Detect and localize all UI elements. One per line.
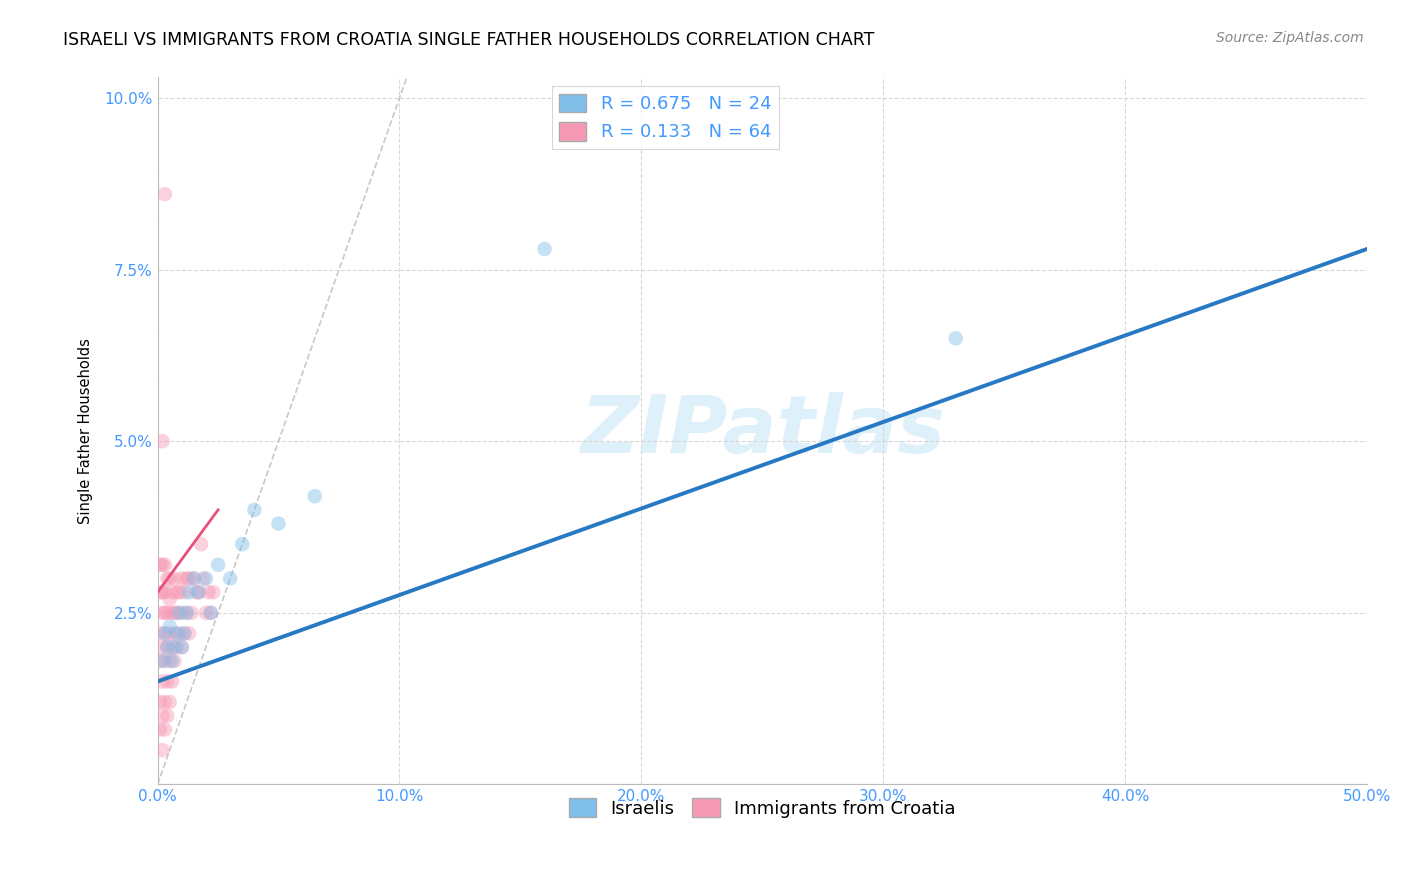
Point xyxy=(159,572,181,586)
Point xyxy=(190,537,212,551)
Point xyxy=(153,585,176,599)
Point xyxy=(159,695,181,709)
Point xyxy=(149,723,172,737)
Point xyxy=(156,674,179,689)
Point xyxy=(152,708,174,723)
Point xyxy=(160,674,183,689)
Point xyxy=(173,626,195,640)
Point xyxy=(183,572,205,586)
Point xyxy=(183,572,205,586)
Point xyxy=(149,585,172,599)
Point xyxy=(200,606,222,620)
Point xyxy=(153,723,176,737)
Point xyxy=(195,606,218,620)
Point xyxy=(177,626,200,640)
Point xyxy=(149,626,172,640)
Point xyxy=(170,572,193,586)
Point xyxy=(163,654,186,668)
Point xyxy=(304,489,326,503)
Y-axis label: Single Father Households: Single Father Households xyxy=(79,338,93,524)
Point xyxy=(153,606,176,620)
Point xyxy=(176,606,198,620)
Point xyxy=(160,654,183,668)
Point xyxy=(159,654,181,668)
Point xyxy=(231,537,253,551)
Point xyxy=(169,626,191,640)
Point xyxy=(163,606,186,620)
Point xyxy=(176,606,198,620)
Point xyxy=(153,654,176,668)
Point xyxy=(170,606,193,620)
Point xyxy=(197,585,219,599)
Point xyxy=(166,640,188,655)
Point xyxy=(152,674,174,689)
Point xyxy=(170,640,193,655)
Point xyxy=(159,592,181,607)
Point xyxy=(169,585,191,599)
Point xyxy=(159,619,181,633)
Point xyxy=(187,585,209,599)
Point xyxy=(207,558,229,572)
Point xyxy=(160,585,183,599)
Text: Source: ZipAtlas.com: Source: ZipAtlas.com xyxy=(1216,31,1364,45)
Point xyxy=(156,606,179,620)
Point xyxy=(160,640,183,655)
Point xyxy=(152,640,174,655)
Point xyxy=(170,640,193,655)
Point xyxy=(149,558,172,572)
Text: ISRAELI VS IMMIGRANTS FROM CROATIA SINGLE FATHER HOUSEHOLDS CORRELATION CHART: ISRAELI VS IMMIGRANTS FROM CROATIA SINGL… xyxy=(63,31,875,49)
Point xyxy=(200,606,222,620)
Point xyxy=(153,558,176,572)
Point xyxy=(186,585,208,599)
Point xyxy=(180,606,202,620)
Point xyxy=(169,606,191,620)
Point xyxy=(153,695,176,709)
Point xyxy=(166,626,188,640)
Point xyxy=(152,558,174,572)
Point xyxy=(195,572,218,586)
Point xyxy=(177,585,200,599)
Point xyxy=(202,585,225,599)
Point xyxy=(152,606,174,620)
Text: ZIPatlas: ZIPatlas xyxy=(579,392,945,470)
Point xyxy=(219,572,242,586)
Point xyxy=(152,743,174,757)
Point xyxy=(173,585,195,599)
Point xyxy=(176,572,198,586)
Point xyxy=(156,640,179,655)
Point xyxy=(159,626,181,640)
Point xyxy=(160,606,183,620)
Point xyxy=(193,572,215,586)
Point xyxy=(156,708,179,723)
Point xyxy=(156,572,179,586)
Point xyxy=(156,640,179,655)
Point xyxy=(533,242,555,256)
Point xyxy=(177,572,200,586)
Point xyxy=(149,654,172,668)
Point xyxy=(153,187,176,202)
Point xyxy=(166,585,188,599)
Point xyxy=(243,503,266,517)
Point xyxy=(163,626,186,640)
Point xyxy=(149,695,172,709)
Point xyxy=(152,585,174,599)
Point xyxy=(945,331,967,345)
Point xyxy=(267,516,290,531)
Point xyxy=(163,572,186,586)
Point xyxy=(173,626,195,640)
Point xyxy=(153,626,176,640)
Point xyxy=(163,640,186,655)
Point xyxy=(153,626,176,640)
Point xyxy=(152,654,174,668)
Point xyxy=(152,434,174,449)
Legend: Israelis, Immigrants from Croatia: Israelis, Immigrants from Croatia xyxy=(561,791,963,825)
Point xyxy=(166,606,188,620)
Point xyxy=(187,585,209,599)
